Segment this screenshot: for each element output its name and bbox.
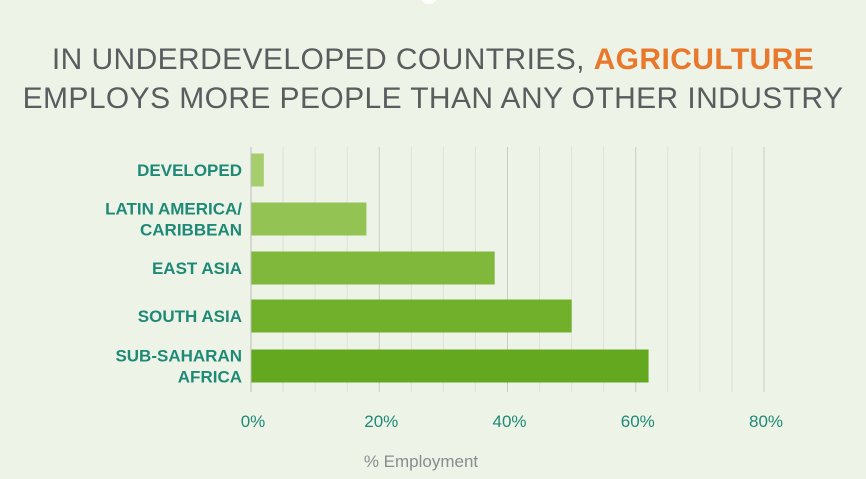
x-axis-label: % Employment (364, 452, 479, 471)
category-label-line: LATIN AMERICA/ (105, 200, 242, 219)
category-label-line: CARIBBEAN (140, 221, 242, 240)
x-tick-label: 0% (241, 412, 266, 431)
category-label-line: AFRICA (178, 368, 242, 387)
top-notch (420, 0, 438, 4)
category-label-line: DEVELOPED (137, 161, 242, 180)
title-line-1: IN UNDERDEVELOPED COUNTRIES, AGRICULTURE (0, 40, 866, 79)
category-label: DEVELOPED (137, 161, 242, 180)
category-label: EAST ASIA (152, 259, 242, 278)
bar (251, 153, 264, 187)
title-line-1-text: IN UNDERDEVELOPED COUNTRIES, (51, 43, 594, 76)
bar (251, 299, 572, 333)
category-label: SOUTH ASIA (138, 307, 242, 326)
bar (251, 349, 649, 383)
category-label: LATIN AMERICA/CARIBBEAN (105, 200, 242, 240)
x-tick-label: 20% (364, 412, 398, 431)
x-tick-label: 40% (492, 412, 526, 431)
x-tick-label: 60% (621, 412, 655, 431)
title-accent-word: AGRICULTURE (593, 43, 815, 76)
bar (251, 251, 495, 285)
category-label-line: EAST ASIA (152, 259, 242, 278)
x-tick-label: 80% (749, 412, 783, 431)
title-line-2: EMPLOYS MORE PEOPLE THAN ANY OTHER INDUS… (22, 82, 844, 115)
category-label: SUB-SAHARAN AFRICA (115, 347, 242, 387)
category-label-line: SUB-SAHARAN (115, 347, 242, 366)
category-label-line: SOUTH ASIA (138, 307, 242, 326)
chart-title: IN UNDERDEVELOPED COUNTRIES, AGRICULTURE… (0, 40, 866, 118)
bar (251, 202, 367, 236)
